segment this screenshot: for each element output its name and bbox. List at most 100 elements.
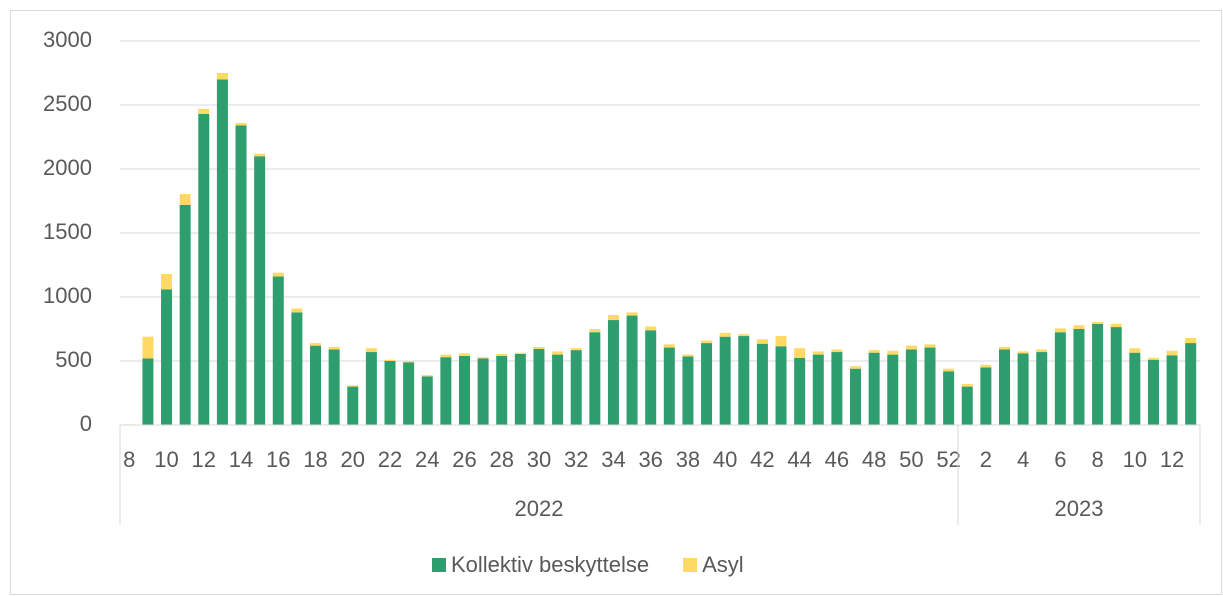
bar-segment	[868, 352, 880, 425]
bar-segment	[794, 357, 806, 425]
y-tick-label: 3000	[43, 27, 92, 52]
bar-segment	[663, 344, 675, 348]
bar-segment	[607, 314, 619, 321]
bar-segment	[961, 386, 973, 425]
bar-segment	[831, 352, 843, 425]
bar-segment	[1017, 353, 1029, 425]
y-tick-label: 0	[80, 411, 92, 436]
bar-segment	[850, 366, 862, 369]
bar-segment	[812, 354, 824, 425]
bar-segment	[533, 348, 545, 425]
bar-segment	[384, 359, 396, 361]
x-tick-label: 26	[452, 447, 476, 472]
bar-segment	[1054, 332, 1066, 425]
bar-segment	[254, 156, 266, 425]
bar-segment	[552, 354, 564, 425]
bar-segment	[514, 352, 526, 354]
bar-segment	[365, 348, 377, 353]
y-tick-label: 2000	[43, 155, 92, 180]
bar-segment	[179, 204, 191, 425]
bar-segment	[1092, 323, 1104, 425]
bar-segment	[403, 362, 415, 425]
bar-segment	[1166, 350, 1178, 356]
legend-label: Kollektiv beskyttelse	[451, 552, 649, 577]
x-tick-label: 46	[825, 447, 849, 472]
x-tick-label: 2	[980, 447, 992, 472]
bar-segment	[1073, 325, 1085, 329]
bar-segment	[589, 329, 601, 333]
bar-segment	[440, 357, 452, 425]
bar-segment	[235, 122, 247, 126]
bar-segment	[794, 348, 806, 358]
x-tick-label: 48	[862, 447, 886, 472]
bar-segment	[477, 357, 489, 359]
bar-segment	[216, 79, 228, 426]
x-tick-label: 16	[266, 447, 290, 472]
x-tick-label: 6	[1054, 447, 1066, 472]
x-tick-label: 38	[676, 447, 700, 472]
bar-segment	[626, 315, 638, 425]
bar-segment	[254, 153, 266, 157]
bar-segment	[905, 345, 917, 350]
bar-segment	[1110, 327, 1122, 425]
bar-segment	[1166, 355, 1178, 425]
bar-segment	[440, 354, 452, 358]
legend-swatch	[432, 558, 446, 572]
bar-segment	[496, 353, 508, 356]
bar-segment	[775, 346, 787, 425]
y-tick-label: 1000	[43, 283, 92, 308]
bar-segment	[1129, 352, 1141, 425]
x-tick-label: 10	[154, 447, 178, 472]
bar-segment	[868, 350, 880, 353]
bar-segment	[161, 273, 173, 290]
bar-segment	[961, 384, 973, 387]
bar-segment	[198, 108, 210, 114]
bar-segment	[458, 353, 470, 356]
bar-segment	[1129, 348, 1141, 353]
bar-segment	[1147, 357, 1159, 360]
bar-segment	[682, 356, 694, 425]
bar-segment	[496, 355, 508, 425]
bar-segment	[179, 193, 191, 205]
bar-segment	[924, 344, 936, 348]
bar-segment	[1036, 352, 1048, 425]
bar-segment	[421, 375, 433, 377]
bar-segment	[291, 308, 303, 313]
x-tick-label: 24	[415, 447, 439, 472]
bar-segment	[831, 349, 843, 353]
group-label: 2022	[514, 496, 563, 521]
bar-segment	[756, 339, 768, 344]
bar-segment	[589, 332, 601, 425]
y-tick-label: 500	[55, 347, 92, 372]
bar-segment	[1017, 351, 1029, 354]
bar-segment	[161, 289, 173, 425]
x-tick-label: 32	[564, 447, 588, 472]
x-tick-label: 8	[1091, 447, 1103, 472]
x-tick-label: 30	[527, 447, 551, 472]
x-tick-label: 10	[1123, 447, 1147, 472]
bar-segment	[384, 361, 396, 425]
bar-segment	[272, 272, 284, 277]
bar-segment	[607, 320, 619, 425]
bar-segment	[142, 336, 154, 359]
bar-segment	[943, 371, 955, 425]
bar-segment	[421, 376, 433, 425]
bar-segment	[142, 358, 154, 425]
bar-segment	[905, 349, 917, 425]
bar-segment	[533, 346, 545, 349]
bar-segment	[998, 346, 1010, 350]
x-tick-label: 42	[750, 447, 774, 472]
x-tick-label: 34	[601, 447, 625, 472]
bar-segment	[943, 368, 955, 372]
bar-segment	[682, 354, 694, 357]
bar-segment	[775, 336, 787, 347]
bar-segment	[626, 312, 638, 316]
y-tick-label: 2500	[43, 91, 92, 116]
y-tick-label: 1500	[43, 219, 92, 244]
bar-segment	[570, 348, 582, 351]
bar-segment	[458, 355, 470, 425]
bar-segment	[1185, 337, 1197, 344]
x-tick-label: 8	[123, 447, 135, 472]
x-tick-label: 4	[1017, 447, 1029, 472]
